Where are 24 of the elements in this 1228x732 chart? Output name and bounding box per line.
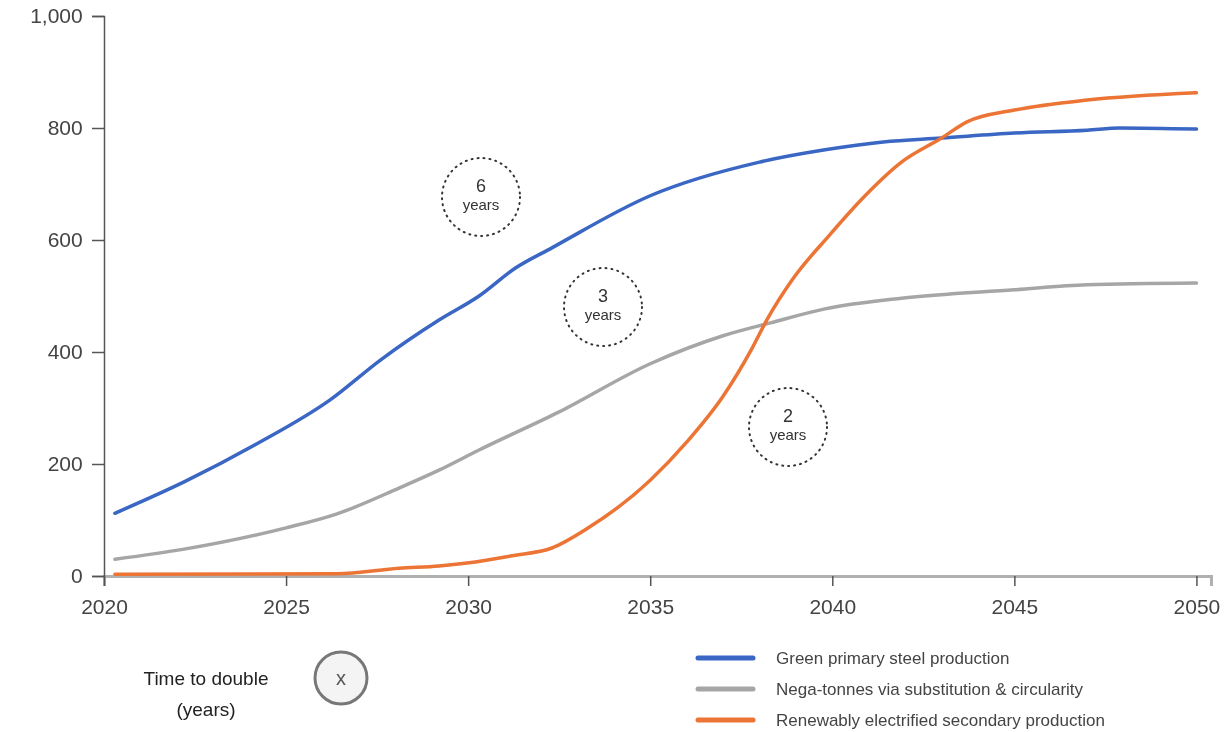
- annotation: 3 years: [584, 286, 622, 323]
- text: x: [336, 667, 346, 689]
- x-tick-label: 2020: [81, 595, 128, 619]
- x-tick-label: 2025: [263, 595, 310, 619]
- text: Time to double (years): [143, 668, 269, 720]
- line-series: [113, 126, 1199, 516]
- y-tick-label: 200: [47, 452, 83, 476]
- y-tick-label: 1,000: [30, 4, 83, 28]
- y-tick-label: 600: [47, 228, 83, 252]
- y-tick-label: 800: [47, 116, 83, 140]
- x-tick-label: 2050: [1173, 595, 1221, 619]
- x-tick-label: 2045: [991, 595, 1039, 619]
- legend-label: Nega-tonnes via substitution & circularity: [776, 680, 1084, 699]
- x-tick-label: 2030: [445, 595, 492, 619]
- annotation: 2 years: [769, 406, 807, 443]
- x-tick-label: 2040: [809, 595, 857, 619]
- annotation: 6 years: [462, 176, 500, 213]
- legend-label: Green primary steel production: [776, 649, 1010, 668]
- y-tick-label: 400: [47, 340, 83, 364]
- y-tick-label: 0: [71, 564, 83, 588]
- x-tick-label: 2035: [627, 595, 675, 619]
- legend-label: Renewably electrified secondary production: [776, 711, 1105, 730]
- line-series: [113, 281, 1199, 561]
- line-series: [113, 90, 1199, 577]
